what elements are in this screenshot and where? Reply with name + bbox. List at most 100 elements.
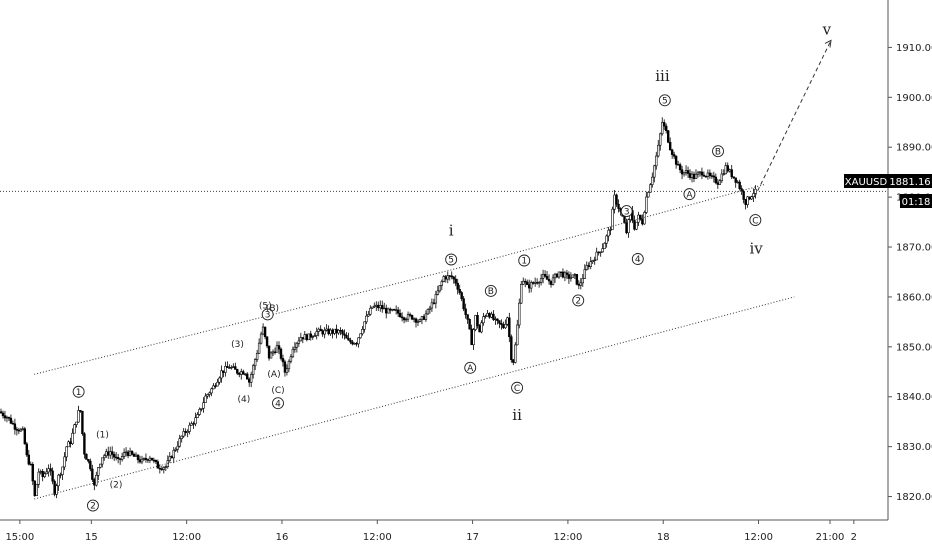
price-tick-label: 1830.00 — [896, 442, 932, 453]
candle-body — [83, 433, 86, 455]
candle-body — [202, 402, 205, 409]
wave-label-ring — [572, 294, 585, 307]
candle-body — [293, 347, 297, 350]
candle-body — [116, 457, 120, 459]
wave-label-text: B — [488, 287, 494, 297]
candle-body — [720, 173, 723, 182]
candle-body — [696, 172, 700, 175]
candle-body — [490, 313, 493, 318]
upper-channel-line[interactable] — [34, 184, 765, 375]
candle-body — [565, 272, 569, 275]
candle-body — [551, 277, 555, 285]
candle-body — [49, 468, 52, 472]
candle-body — [114, 456, 118, 459]
current-price-label: 1881.16 — [889, 177, 930, 188]
candle-body — [162, 467, 166, 470]
candle-body — [126, 451, 130, 456]
candle-body — [228, 367, 231, 369]
candle-body — [222, 370, 225, 373]
candle-body — [653, 165, 656, 178]
candle-body — [17, 429, 21, 432]
candle-body — [724, 165, 727, 175]
wave-v-projection[interactable] — [754, 42, 831, 198]
wave-label-text: A — [686, 190, 693, 200]
price-tick-label: 1840.00 — [896, 392, 932, 403]
candle-body — [29, 463, 32, 466]
candle-body — [494, 318, 497, 321]
candle-body — [97, 467, 100, 476]
wave-label-subwave: (2) — [110, 480, 123, 490]
candle-body — [522, 280, 525, 285]
candle-body — [31, 464, 34, 482]
wave-label-subwave: (1) — [96, 430, 109, 440]
price-tick-label: 1820.00 — [896, 492, 932, 503]
wave-label-text: 5 — [448, 256, 454, 266]
candle-body — [647, 192, 650, 198]
candle-body — [440, 281, 444, 286]
lower-channel-line[interactable] — [34, 296, 795, 500]
time-axis[interactable]: 15:00 15 12:00 16 12:00 17 12:00 18 12:00 21:00 2 — [5, 520, 857, 543]
candle-body — [452, 276, 455, 280]
candle-body — [299, 337, 303, 342]
candle-body — [287, 360, 291, 370]
candle-body — [406, 314, 410, 320]
candle-body — [43, 473, 46, 477]
candle-body — [301, 337, 305, 340]
candle-body — [611, 208, 614, 230]
candle-body — [569, 277, 573, 279]
candle-body — [555, 273, 559, 278]
candle-body — [45, 471, 48, 475]
candle-body — [426, 309, 430, 315]
candle-body — [502, 324, 505, 329]
candle-body — [383, 307, 386, 310]
candle-body — [91, 468, 94, 480]
candle-body — [575, 274, 579, 285]
price-tick-label: 1860.00 — [896, 292, 932, 303]
candle-body — [208, 392, 211, 395]
candle-body — [273, 351, 277, 353]
candle-body — [152, 459, 156, 462]
candle-body — [458, 289, 461, 293]
candle-body — [379, 305, 382, 309]
candle-body — [442, 276, 446, 282]
candle-body — [269, 352, 273, 359]
candle-body — [563, 272, 567, 278]
price-tick-label: 1850.00 — [896, 342, 932, 353]
candle-body — [347, 337, 350, 341]
candle-body — [335, 328, 338, 334]
candle-body — [63, 456, 66, 468]
candle-body — [240, 371, 243, 375]
candle-body — [543, 274, 547, 277]
candle-body — [263, 326, 267, 338]
candle-body — [295, 343, 299, 348]
candle-body — [194, 417, 197, 425]
candle-body — [645, 196, 648, 213]
candle-body — [738, 181, 741, 189]
candle-body — [416, 321, 420, 323]
candle-body — [212, 385, 215, 390]
candle-body — [446, 275, 449, 280]
candle-body — [615, 194, 618, 205]
wave-label-ring — [620, 205, 633, 218]
candle-body — [89, 460, 92, 470]
candle-body — [156, 461, 160, 469]
candle-body — [746, 196, 749, 205]
candle-body — [529, 282, 533, 289]
candle-body — [436, 290, 440, 295]
candle-body — [676, 164, 680, 166]
price-axis[interactable]: 1910.001900.001890.001880.001870.001860.… — [888, 43, 932, 503]
wave-label-circled: 4 — [631, 253, 644, 265]
candle-body — [132, 454, 136, 457]
candle-body — [736, 181, 739, 184]
candle-body — [702, 174, 706, 177]
candle-body — [674, 155, 678, 165]
candle-body — [57, 474, 60, 487]
candle-body — [315, 331, 318, 336]
candle-body — [414, 318, 418, 323]
candle-timer-label: 01:18 — [902, 197, 931, 208]
candle-body — [408, 314, 412, 316]
candle-body — [7, 416, 11, 419]
candle-body — [1, 412, 5, 417]
trend-lines — [0, 39, 888, 500]
